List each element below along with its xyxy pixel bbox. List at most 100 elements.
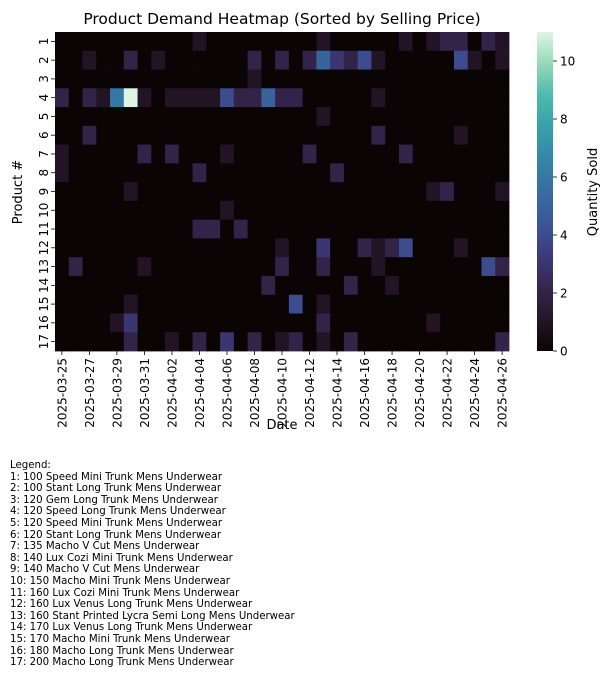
heatmap-cell: [495, 294, 510, 314]
heatmap-cell: [467, 88, 482, 108]
heatmap-cell: [178, 50, 193, 70]
heatmap-cell: [68, 275, 83, 296]
heatmap-cell: [137, 332, 152, 352]
heatmap-cell: [206, 32, 221, 52]
heatmap-cell: [192, 125, 207, 145]
x-tick-label: 2025-04-26: [496, 358, 510, 428]
heatmap-cell: [233, 88, 249, 108]
heatmap-cell: [330, 88, 345, 108]
heatmap-cell: [495, 50, 510, 70]
heatmap-cell: [137, 294, 152, 314]
heatmap-cell: [137, 69, 152, 89]
heatmap-cell: [137, 182, 152, 202]
heatmap-cell: [371, 163, 386, 183]
heatmap-cell: [68, 313, 83, 333]
heatmap-cell: [440, 32, 455, 52]
heatmap-cell: [275, 294, 290, 314]
heatmap-cell: [178, 200, 193, 221]
heatmap-cell: [151, 275, 166, 296]
heatmap-cell: [440, 275, 455, 296]
heatmap-cell: [151, 238, 166, 258]
heatmap-cell: [495, 88, 510, 108]
heatmap-cell: [275, 163, 290, 183]
heatmap-cell: [192, 69, 207, 89]
heatmap-cell: [55, 107, 70, 127]
heatmap-cell: [330, 238, 345, 258]
heatmap-cell: [330, 69, 345, 89]
heatmap-cell: [206, 257, 221, 277]
heatmap-cell: [165, 257, 180, 277]
heatmap-cell: [385, 219, 400, 239]
heatmap-cell: [288, 182, 304, 202]
heatmap-cell: [481, 69, 496, 89]
heatmap-cell: [440, 88, 455, 108]
heatmap-cell: [68, 107, 83, 127]
legend-item: 17: 200 Macho Long Trunk Mens Underwear: [10, 657, 234, 669]
heatmap-cell: [343, 294, 359, 314]
heatmap-cell: [357, 313, 372, 333]
heatmap-cell: [206, 88, 221, 108]
heatmap-cell: [398, 219, 414, 239]
heatmap-cell: [233, 257, 249, 277]
heatmap-cell: [151, 163, 166, 183]
colorbar-ticks: 0 2 4 6 8 10: [553, 55, 575, 359]
heatmap-cell: [440, 182, 455, 202]
heatmap-cell: [275, 50, 290, 70]
heatmap-cell: [357, 275, 372, 296]
heatmap-cell: [316, 182, 331, 202]
heatmap-cell: [82, 88, 97, 108]
heatmap-cell: [55, 200, 70, 221]
heatmap-cell: [55, 144, 70, 164]
heatmap-cell: [385, 257, 400, 277]
heatmap-cell: [453, 219, 469, 239]
heatmap-cell: [68, 200, 83, 221]
heatmap-cell: [440, 219, 455, 239]
heatmap-cell: [137, 313, 152, 333]
heatmap-cell: [275, 200, 290, 221]
heatmap-cell: [96, 125, 111, 145]
y-tick-label: 1: [37, 38, 51, 46]
y-tick-label: 12: [37, 240, 51, 255]
heatmap-cell: [398, 238, 414, 258]
heatmap-cell: [398, 125, 414, 145]
heatmap-cell: [220, 107, 235, 127]
heatmap-cell: [261, 32, 276, 52]
heatmap-cell: [330, 144, 345, 164]
heatmap-cell: [398, 107, 414, 127]
heatmap-cell: [302, 107, 317, 127]
heatmap-cell: [55, 163, 70, 183]
heatmap-cell: [330, 163, 345, 183]
heatmap-cell: [82, 125, 97, 145]
heatmap-cell: [55, 294, 70, 314]
heatmap-cell: [151, 332, 166, 352]
heatmap-cell: [110, 219, 125, 239]
heatmap-cell: [343, 275, 359, 296]
heatmap-cell: [385, 125, 400, 145]
heatmap-cell: [165, 163, 180, 183]
heatmap-cell: [371, 257, 386, 277]
heatmap-cell: [247, 294, 262, 314]
heatmap-cell: [467, 219, 482, 239]
heatmap-cell: [426, 332, 441, 352]
heatmap-cell: [467, 50, 482, 70]
heatmap-cell: [82, 219, 97, 239]
heatmap-cell: [110, 32, 125, 52]
colorbar-label: Quantity Sold: [586, 148, 601, 236]
legend-item: 7: 135 Macho V Cut Mens Underwear: [10, 541, 200, 553]
heatmap-cell: [110, 50, 125, 70]
heatmap-cell: [371, 219, 386, 239]
heatmap-cell: [137, 257, 152, 277]
heatmap-cell: [453, 238, 469, 258]
heatmap-cell: [481, 125, 496, 145]
heatmap-cell: [206, 125, 221, 145]
heatmap-cell: [495, 219, 510, 239]
heatmap-cell: [343, 219, 359, 239]
heatmap-cell: [178, 107, 193, 127]
heatmap-cell: [261, 125, 276, 145]
heatmap-cell: [467, 332, 482, 352]
heatmap-cell: [192, 163, 207, 183]
heatmap-cell: [68, 332, 83, 352]
heatmap-cell: [261, 219, 276, 239]
heatmap-cell: [206, 144, 221, 164]
heatmap-cell: [302, 163, 317, 183]
